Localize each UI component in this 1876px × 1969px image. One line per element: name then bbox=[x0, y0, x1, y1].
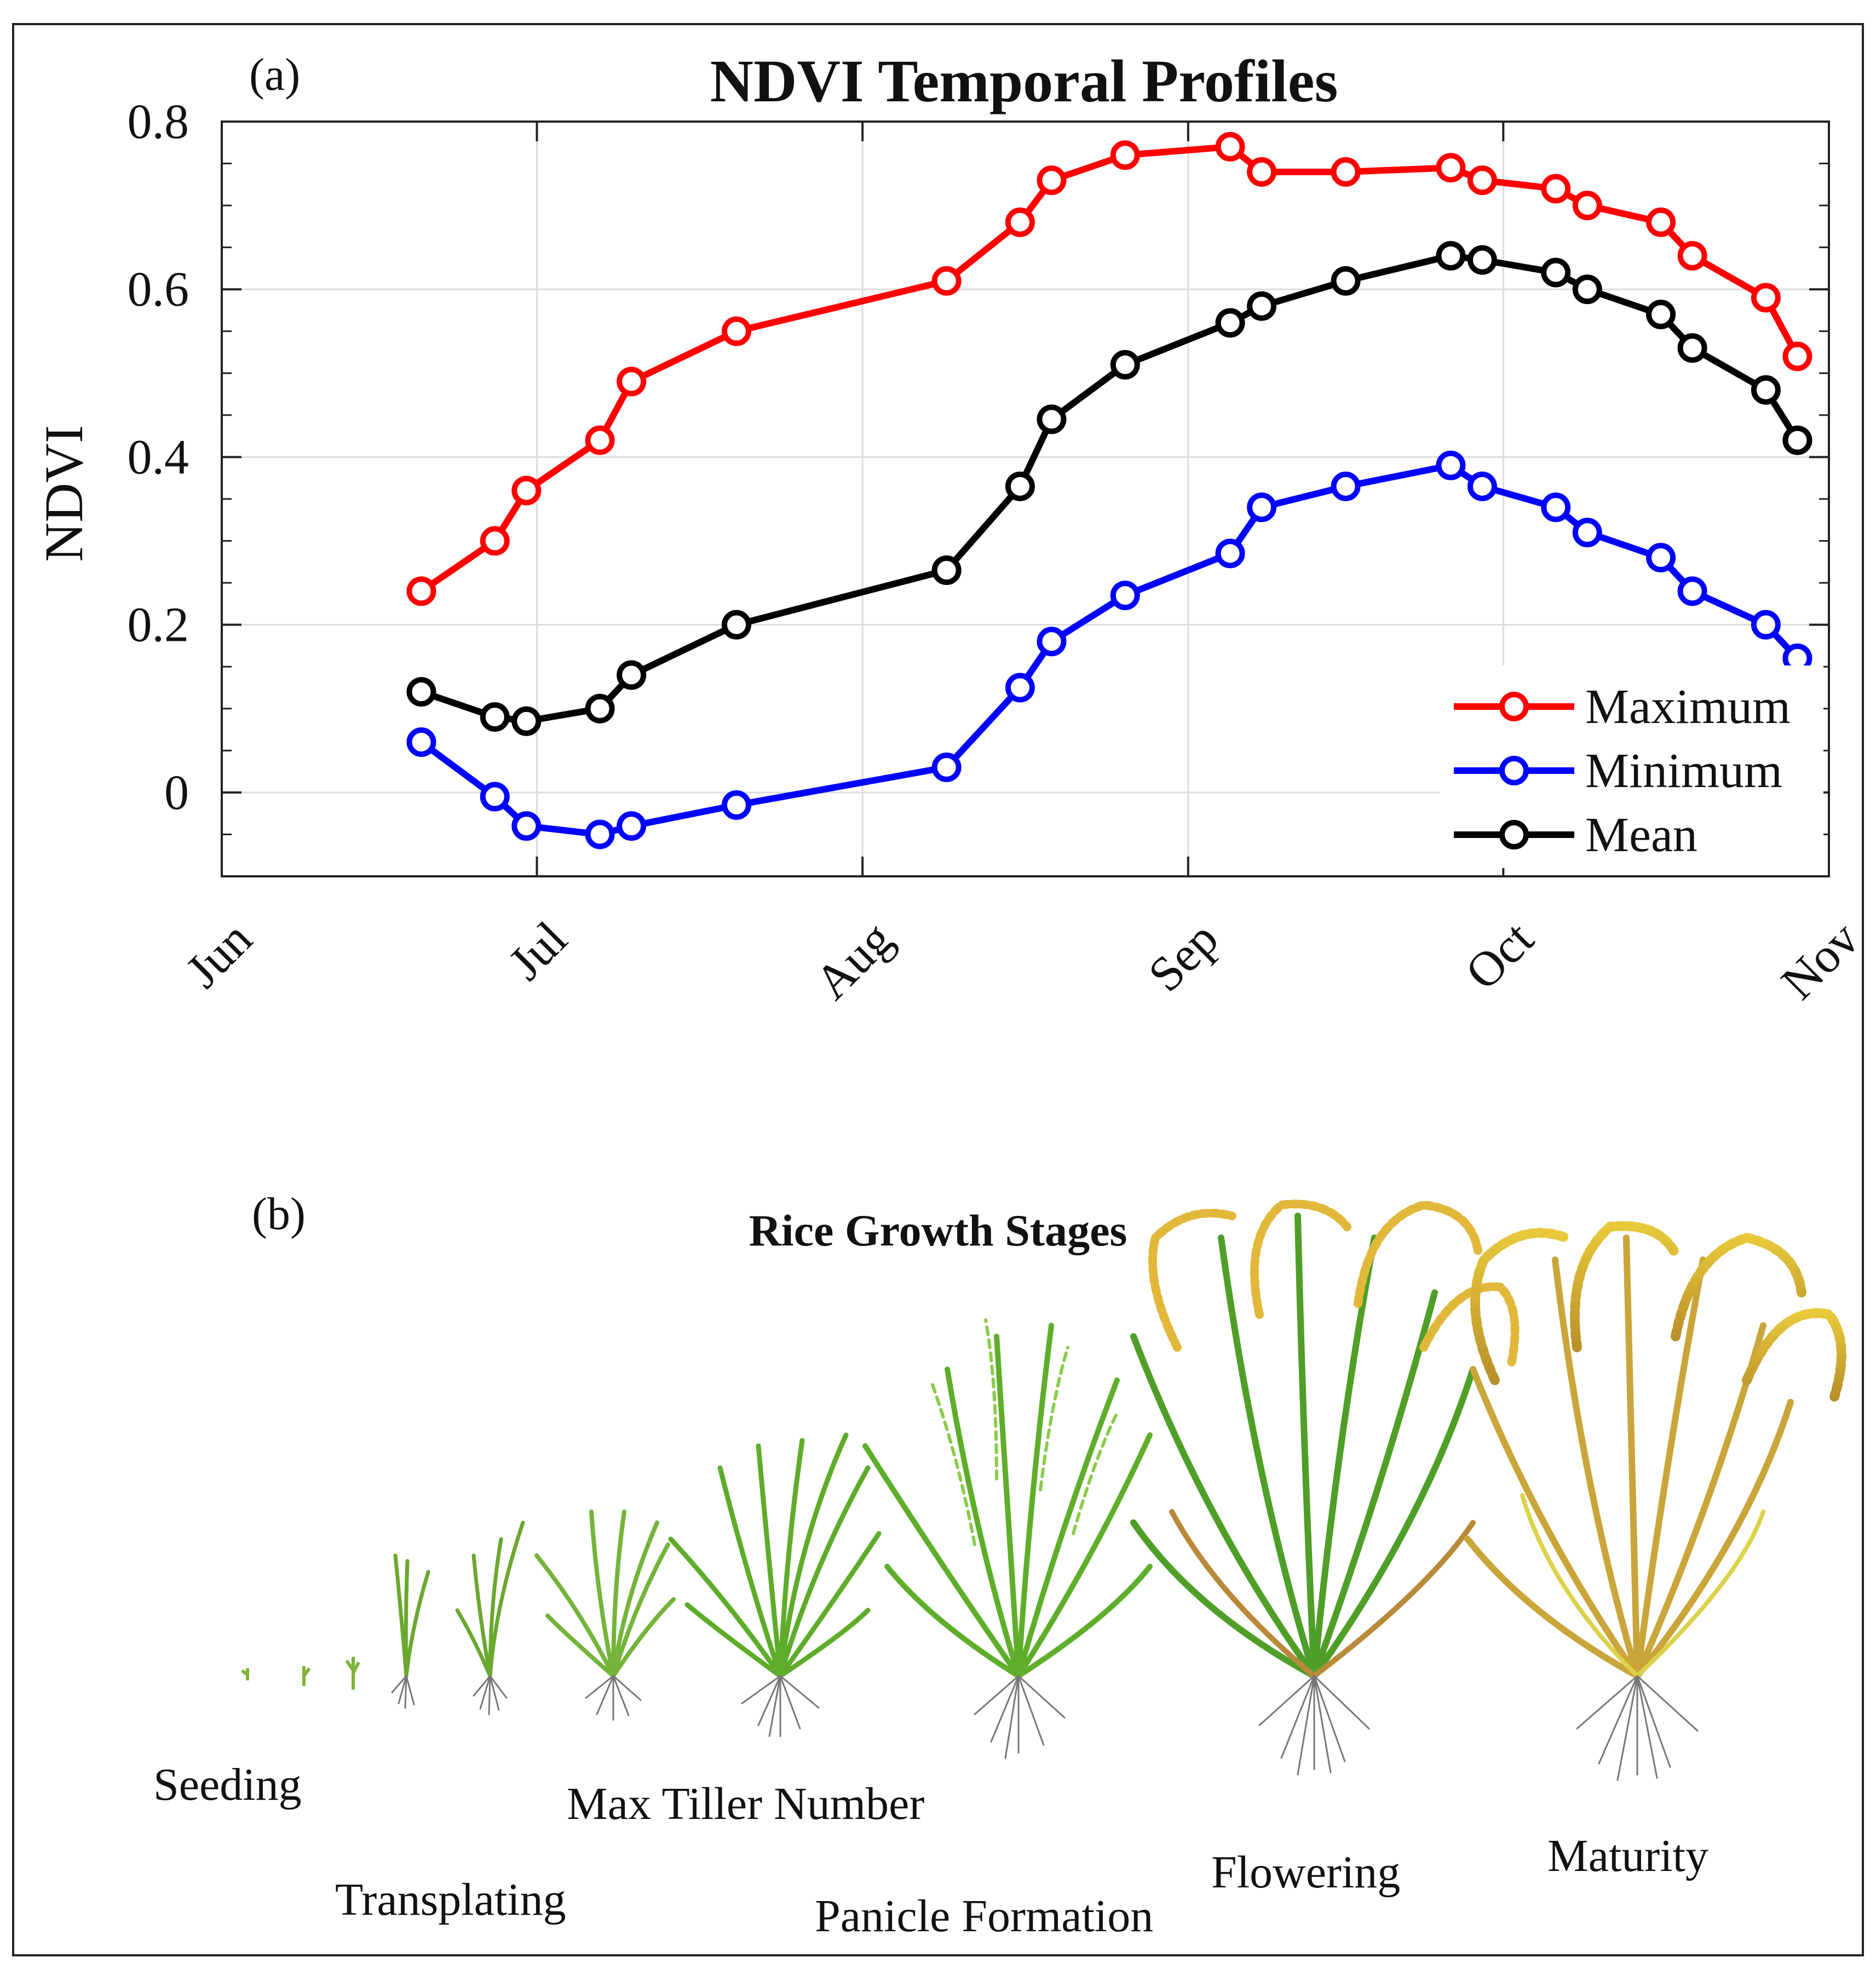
data-point-mean bbox=[585, 693, 615, 724]
data-point-maximum bbox=[511, 475, 542, 506]
stage-label-max-tiller: Max Tiller Number bbox=[567, 1778, 925, 1829]
chart-title: NDVI Temporal Profiles bbox=[710, 48, 1338, 114]
data-point-minimum bbox=[480, 782, 510, 812]
stages-title: Rice Growth Stages bbox=[749, 1205, 1127, 1255]
data-point-maximum bbox=[585, 425, 615, 455]
data-point-mean bbox=[1677, 333, 1707, 363]
data-point-mean bbox=[1005, 472, 1035, 502]
data-point-minimum bbox=[1037, 627, 1067, 657]
panel-b-label: (b) bbox=[252, 1189, 306, 1239]
data-point-maximum bbox=[721, 316, 751, 346]
stage-label-seeding: Seeding bbox=[153, 1759, 302, 1810]
y-tick-label: 0.8 bbox=[128, 95, 189, 149]
legend-label: Minimum bbox=[1585, 744, 1782, 798]
y-axis-label: NDVI bbox=[33, 425, 94, 562]
stage-label-flowering: Flowering bbox=[1211, 1847, 1401, 1898]
data-point-minimum bbox=[1110, 581, 1140, 611]
data-point-minimum bbox=[1436, 450, 1466, 480]
data-point-maximum bbox=[1467, 165, 1497, 196]
data-point-mean bbox=[406, 677, 436, 707]
transplant-plant-icon bbox=[455, 1520, 525, 1715]
data-point-maximum bbox=[1037, 165, 1067, 196]
data-point-mean bbox=[1037, 404, 1067, 434]
data-point-minimum bbox=[1331, 472, 1361, 502]
data-point-mean bbox=[1572, 274, 1602, 305]
data-point-maximum bbox=[1782, 341, 1812, 371]
y-tick-label: 0.6 bbox=[128, 262, 189, 317]
stage-label-panicle: Panicle Formation bbox=[815, 1891, 1154, 1942]
y-tick-label: 0.2 bbox=[128, 598, 189, 652]
data-point-maximum bbox=[1751, 283, 1781, 313]
legend-marker-maximum bbox=[1499, 692, 1529, 721]
legend-label: Mean bbox=[1585, 808, 1697, 862]
data-point-maximum bbox=[1110, 140, 1140, 170]
data-point-minimum bbox=[931, 752, 962, 782]
data-point-maximum bbox=[406, 576, 436, 606]
legend-marker-minimum bbox=[1499, 756, 1529, 785]
data-point-mean bbox=[1467, 245, 1497, 275]
data-point-mean bbox=[1215, 308, 1245, 338]
data-point-mean bbox=[1110, 350, 1140, 380]
data-point-maximum bbox=[1215, 131, 1245, 162]
data-point-minimum bbox=[1467, 472, 1497, 502]
series-layer bbox=[406, 131, 1812, 849]
data-point-maximum bbox=[1572, 191, 1602, 221]
data-point-mean bbox=[1782, 425, 1812, 455]
data-point-minimum bbox=[1751, 610, 1781, 640]
stage-label-maturity: Maturity bbox=[1547, 1830, 1708, 1881]
figure-frame bbox=[12, 23, 1864, 1956]
data-point-mean bbox=[1247, 291, 1277, 321]
panel-a-label: (a) bbox=[249, 49, 301, 100]
data-point-mean bbox=[1436, 240, 1466, 271]
data-point-mean bbox=[1541, 257, 1571, 288]
y-tick-label: 0 bbox=[164, 766, 189, 820]
data-point-mean bbox=[480, 702, 510, 732]
axes-layer bbox=[221, 120, 1830, 877]
legend-label: Maximum bbox=[1585, 680, 1791, 734]
data-point-mean bbox=[1751, 375, 1781, 405]
tillering-plant-icon bbox=[534, 1509, 676, 1721]
data-point-minimum bbox=[511, 811, 542, 841]
data-point-minimum bbox=[617, 811, 647, 841]
data-point-maximum bbox=[1247, 157, 1277, 187]
max-tiller-plant-icon bbox=[668, 1432, 882, 1737]
data-point-mean bbox=[617, 660, 647, 690]
data-point-maximum bbox=[1436, 153, 1466, 183]
data-point-maximum bbox=[480, 526, 510, 556]
data-point-minimum bbox=[1572, 518, 1602, 548]
data-point-mean bbox=[721, 610, 751, 640]
data-point-mean bbox=[1646, 300, 1676, 330]
data-point-minimum bbox=[1541, 492, 1571, 523]
data-point-maximum bbox=[1646, 207, 1676, 237]
legend-layer: Maximum Minimum Mean bbox=[1440, 665, 1823, 868]
data-point-minimum bbox=[1677, 576, 1707, 606]
y-tick-label: 0.4 bbox=[128, 430, 189, 484]
data-point-minimum bbox=[585, 819, 615, 849]
stage-label-transplanting: Transplating bbox=[335, 1874, 566, 1925]
data-point-minimum bbox=[1215, 538, 1245, 569]
data-point-maximum bbox=[1005, 207, 1035, 237]
data-point-mean bbox=[511, 706, 542, 736]
data-point-maximum bbox=[1677, 240, 1707, 271]
data-point-minimum bbox=[1247, 492, 1277, 523]
maturity-plant-icon bbox=[1464, 1221, 1846, 1781]
data-point-mean bbox=[1331, 266, 1361, 296]
data-point-maximum bbox=[931, 266, 962, 296]
legend-marker-mean bbox=[1499, 820, 1529, 849]
flowering-plant-icon bbox=[1130, 1199, 1520, 1776]
panicle-plant-icon bbox=[862, 1318, 1153, 1759]
data-point-minimum bbox=[406, 727, 436, 757]
transplant-plant-icon bbox=[391, 1553, 430, 1709]
data-point-maximum bbox=[617, 366, 647, 397]
data-point-minimum bbox=[1005, 673, 1035, 703]
data-point-maximum bbox=[1541, 174, 1571, 204]
data-point-minimum bbox=[721, 790, 751, 820]
seedling-icon bbox=[241, 1657, 360, 1690]
data-point-minimum bbox=[1646, 543, 1676, 573]
data-point-maximum bbox=[1331, 157, 1361, 187]
data-point-mean bbox=[931, 555, 962, 585]
